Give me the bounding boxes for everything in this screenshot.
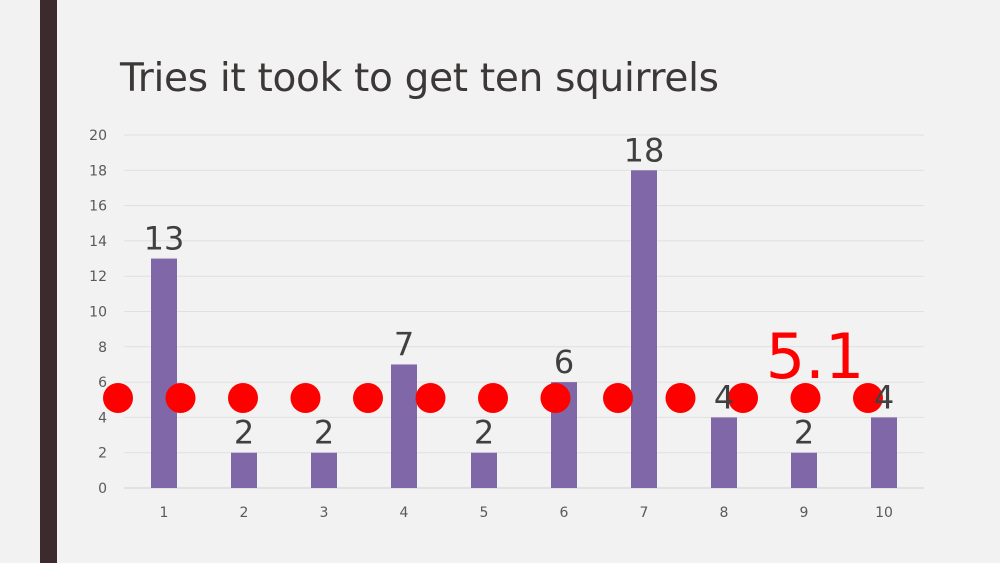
bar [471,452,497,488]
data-label: 13 [144,220,185,258]
mean-line-dot [853,382,883,413]
chart-title: Tries it took to get ten squirrels [120,56,719,101]
data-label: 2 [794,414,814,452]
bar [711,417,737,488]
mean-label: 5.1 [766,320,865,393]
x-tick-label: 3 [320,505,329,521]
x-tick-label: 6 [560,505,569,521]
data-label: 4 [874,378,894,416]
slide-accent-bar [40,0,57,563]
data-label: 4 [714,378,734,416]
mean-line-dot [540,382,571,413]
mean-line-dot [353,382,383,413]
data-label: 2 [234,414,254,452]
mean-line-dot [290,382,321,413]
bars [151,170,897,489]
mean-line-dot [165,382,196,413]
y-tick-label: 16 [89,199,107,215]
y-tick-label: 0 [98,481,107,497]
x-tick-label: 10 [875,505,893,521]
mean-line-dot [603,382,633,413]
y-tick-label: 14 [89,234,107,250]
mean-line-dot [665,382,696,413]
data-label: 18 [624,131,665,169]
data-labels: 13 2 2 7 2 6 18 4 2 4 [144,131,895,451]
y-tick-label: 20 [89,128,107,144]
bar [631,170,657,489]
bar [231,452,257,488]
mean-line-dot [103,382,133,413]
bar [791,452,817,488]
y-tick-label: 10 [89,305,107,321]
data-label: 2 [474,414,494,452]
x-tick-label: 8 [720,505,729,521]
y-tick-label: 6 [98,375,107,391]
x-axis-ticks: 1 2 3 4 5 6 7 8 9 10 [160,505,893,521]
y-tick-label: 12 [89,269,107,285]
data-label: 6 [554,343,574,381]
y-tick-label: 2 [98,446,107,462]
mean-line-dot [228,382,258,413]
mean-line-dot [728,382,758,413]
x-tick-label: 1 [160,505,169,521]
y-tick-label: 8 [98,340,107,356]
data-label: 7 [394,325,414,363]
x-tick-label: 5 [480,505,489,521]
y-axis-ticks: 0 2 4 6 8 10 12 14 16 18 20 [89,128,107,497]
x-tick-label: 4 [400,505,409,521]
mean-line-dot [478,382,508,413]
mean-line: 5.1 [103,320,883,413]
y-tick-label: 18 [89,163,107,179]
x-tick-label: 2 [240,505,249,521]
bar [871,417,897,488]
bar [311,452,337,488]
gridlines [124,134,924,489]
bar [391,364,417,488]
data-label: 2 [314,414,334,452]
mean-line-dot [415,382,446,413]
x-tick-label: 9 [800,505,809,521]
x-tick-label: 7 [640,505,649,521]
mean-line-dot [790,382,821,413]
bar [151,258,177,488]
y-tick-label: 4 [98,410,107,426]
